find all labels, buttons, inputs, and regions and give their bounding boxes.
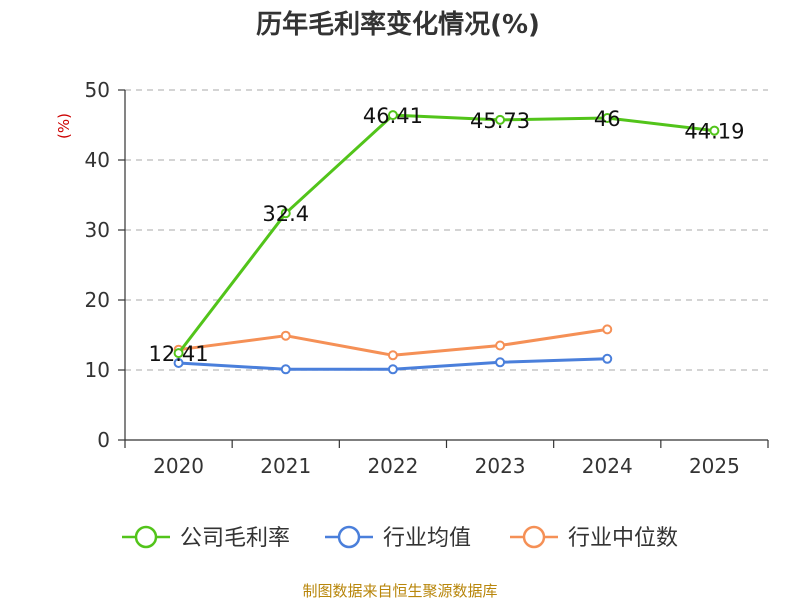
data-label: 46.41 (363, 104, 423, 128)
legend-label: 行业中位数 (568, 526, 678, 551)
data-point (495, 340, 506, 351)
axes (118, 89, 769, 448)
legend-marker (337, 525, 361, 549)
data-label: 46 (594, 107, 621, 131)
data-point (495, 357, 506, 368)
y-tick-label: 0 (97, 428, 110, 452)
y-tick-label: 20 (85, 288, 110, 312)
data-point (602, 324, 613, 335)
data-point (387, 110, 398, 121)
legend-item-0[interactable]: 公司毛利率 (122, 525, 290, 551)
data-point (602, 113, 613, 123)
legend-label: 行业均值 (383, 526, 471, 551)
legend-label: 公司毛利率 (180, 526, 290, 551)
y-tick-labels: 0 10 20 30 40 50 (85, 78, 110, 452)
data-point (387, 364, 398, 375)
series-line-0 (177, 113, 715, 355)
y-tick-label: 50 (85, 78, 110, 102)
x-tick-labels: 2020 2021 2022 2023 2024 2025 (153, 454, 740, 478)
legend-item-1[interactable]: 行业均值 (325, 525, 471, 551)
series-lines (173, 110, 720, 375)
x-tick-label: 2021 (260, 454, 311, 478)
legend[interactable]: 公司毛利率 行业均值 行业中位数 (122, 525, 678, 551)
data-label: 12.41 (149, 342, 209, 366)
y-tick-label: 30 (85, 218, 110, 242)
y-tick-label: 10 (85, 358, 110, 382)
legend-marker (134, 525, 158, 549)
grid-lines (125, 89, 768, 371)
chart-title: 历年毛利率变化情况(%) (256, 9, 540, 40)
data-point (280, 364, 291, 375)
data-labels: 12.41 32.4 46.41 45.73 46 44.19 (149, 104, 745, 366)
x-tick-label: 2023 (475, 454, 526, 478)
x-tick-label: 2024 (582, 454, 633, 478)
x-tick-label: 2020 (153, 454, 204, 478)
x-tick-label: 2022 (367, 454, 418, 478)
x-tick-label: 2025 (689, 454, 740, 478)
data-point (602, 353, 613, 364)
data-point (709, 125, 720, 136)
data-label: 44.19 (684, 120, 744, 144)
source-note: 制图数据来自恒生聚源数据库 (302, 582, 497, 600)
data-point (495, 114, 506, 125)
y-axis-label: (%) (55, 113, 73, 139)
data-label: 32.4 (262, 202, 309, 226)
data-point (280, 330, 291, 341)
data-point (173, 358, 184, 368)
y-tick-label: 40 (85, 148, 110, 172)
data-point (387, 350, 398, 361)
legend-marker (522, 525, 546, 549)
data-point (280, 208, 291, 219)
data-label: 45.73 (470, 109, 530, 133)
data-point (173, 348, 184, 359)
legend-item-2[interactable]: 行业中位数 (510, 525, 678, 551)
